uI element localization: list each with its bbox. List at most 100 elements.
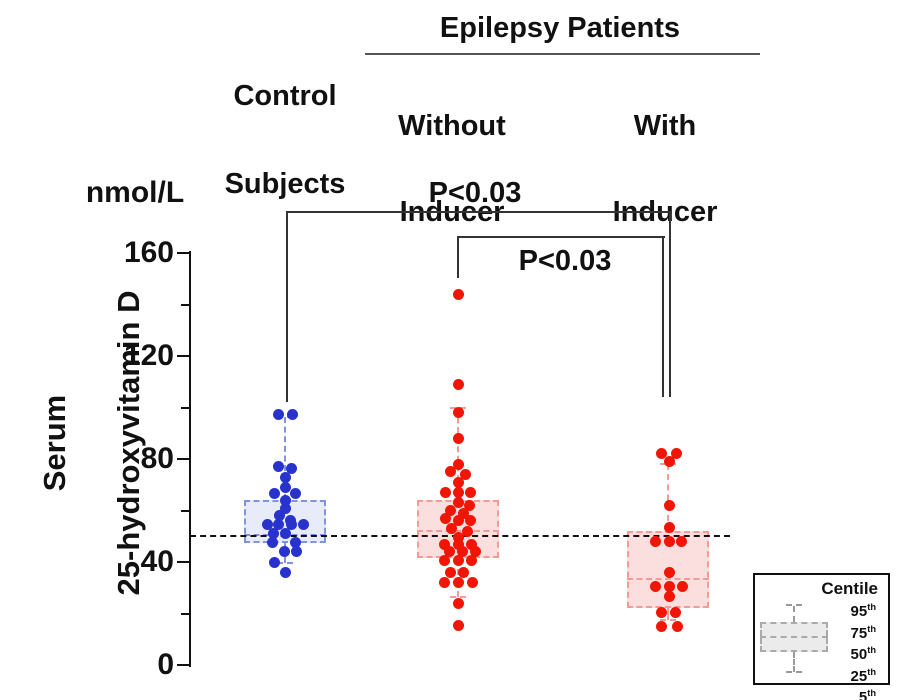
bracket-inner-right-drop [662,236,664,397]
header-control-line2: Subjects [224,168,346,200]
data-point [452,577,464,589]
data-point [466,577,478,589]
whisker-line-top [457,407,459,501]
legend-item-95th: 95th [850,602,876,620]
data-point [289,488,301,500]
y-axis-minor-tick [181,406,189,409]
y-axis-major-tick [177,458,189,461]
y-tick-label: 40 [140,545,174,579]
y-axis-major-tick [177,355,189,358]
data-point [649,581,661,592]
data-point [452,619,464,631]
bracket-inner-left-drop [457,236,459,278]
legend-whisker-cap-bottom [786,671,802,673]
data-point [464,515,476,527]
data-point [261,519,273,531]
legend-whisker-cap-top [786,604,802,606]
centile-legend: Centile 95th 75th 50th 25th 5th [753,573,890,700]
data-point [279,566,291,578]
data-point [463,499,475,511]
data-point [452,458,464,470]
legend-item-50th: 50th [850,645,876,664]
y-tick-label: 120 [123,339,174,373]
data-point [663,566,675,578]
legend-whisker-line-top [793,606,795,622]
y-axis-line [188,251,191,667]
data-point [461,525,473,537]
bracket-inner-horizontal [457,236,665,238]
data-point [438,577,450,589]
data-point [655,620,667,632]
whisker-cap-top [277,415,293,418]
y-axis-minor-tick [181,303,189,306]
y-tick-label: 160 [123,236,174,270]
p-value-without-vs-with: P<0.03 [518,245,612,277]
data-point [655,606,667,618]
data-point [443,546,455,558]
data-point [268,556,280,568]
data-point [279,471,291,483]
header-without-line1: Without [398,110,506,142]
data-point [452,288,464,300]
data-point [279,494,291,506]
bracket-outer-right-drop [669,211,671,397]
header-without-inducer: Without Inducer [352,62,552,234]
y-axis-major-tick [177,561,189,564]
data-point [445,523,457,535]
y-tick-label: 0 [157,648,174,681]
data-point [452,532,464,544]
data-point [272,519,284,531]
data-point [452,433,464,445]
data-point [444,505,456,517]
data-point [272,461,284,473]
y-axis-major-tick [177,252,189,255]
whisker-cap-bottom [660,618,676,621]
y-axis-unit-label: nmol/L [85,176,185,209]
y-axis-major-tick [177,664,189,666]
data-point [464,487,476,499]
y-axis-minor-tick [181,509,189,512]
data-point [663,499,675,511]
data-point [670,448,682,460]
p-value-control-vs-with: P<0.03 [428,177,522,209]
y-axis-minor-tick [181,612,189,615]
header-control-subjects: Control Subjects [185,30,385,206]
data-point [465,538,477,550]
data-point [444,466,456,478]
data-point [663,456,675,468]
data-point [439,512,451,524]
data-point [444,566,456,578]
data-point [465,555,477,567]
data-point [663,591,675,603]
data-point [289,537,301,549]
legend-whisker-line-bottom [793,652,795,672]
header-epilepsy-patients: Epilepsy Patients [439,12,681,44]
legend-median-line [760,636,828,638]
legend-title: Centile [821,579,878,598]
data-point [649,535,661,547]
legend-item-25th: 25th [850,666,876,685]
data-point [457,566,469,578]
data-point [267,528,279,540]
data-point [457,507,469,519]
data-point [671,620,683,632]
data-point [669,606,681,618]
whisker-cap-bottom [277,562,293,565]
data-point [273,510,285,522]
median-line [627,577,709,580]
legend-item-list: 95th 75th 50th 25th 5th [816,599,876,700]
data-point [279,528,291,540]
data-point [290,546,302,558]
data-point [452,378,464,390]
data-point [675,535,687,547]
data-point [459,469,471,481]
epilepsy-underline [365,53,760,55]
whisker-line-top [667,464,669,532]
data-point [279,481,291,493]
data-point [676,581,688,592]
data-point [469,546,481,558]
whisker-line-bottom [667,608,669,620]
whisker-cap-bottom [450,595,466,598]
